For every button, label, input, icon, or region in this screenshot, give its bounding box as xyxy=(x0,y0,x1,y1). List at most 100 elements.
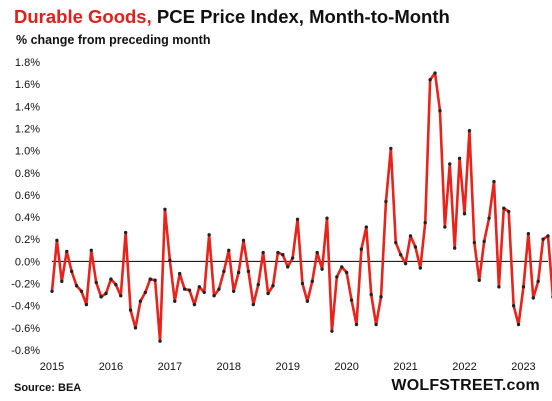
y-tick-label: 0.0% xyxy=(15,256,40,268)
data-point xyxy=(374,322,378,327)
data-point xyxy=(546,234,550,238)
data-point xyxy=(541,237,545,241)
data-point xyxy=(492,179,496,184)
data-point xyxy=(251,302,256,307)
data-point xyxy=(182,287,187,291)
data-point xyxy=(94,280,98,285)
data-point xyxy=(325,216,329,220)
data-point xyxy=(398,253,403,257)
data-point xyxy=(457,156,462,161)
data-point xyxy=(467,128,472,133)
x-tick-label: 2019 xyxy=(275,361,299,373)
data-point xyxy=(286,265,290,269)
data-point xyxy=(163,207,167,212)
data-point xyxy=(109,277,113,281)
data-point xyxy=(177,271,182,276)
series-line xyxy=(50,71,552,343)
data-point xyxy=(217,287,221,291)
data-point xyxy=(428,78,432,82)
chart-subtitle: % change from preceding month xyxy=(16,33,211,47)
x-tick-label: 2016 xyxy=(99,361,123,373)
data-point xyxy=(359,247,364,251)
data-point xyxy=(212,294,216,298)
data-point xyxy=(330,329,334,333)
y-tick-label: 0.2% xyxy=(15,234,40,246)
data-point xyxy=(246,269,251,274)
data-point xyxy=(511,303,516,308)
data-point xyxy=(173,299,177,303)
data-point xyxy=(236,270,241,275)
data-point xyxy=(266,291,270,296)
data-point xyxy=(50,289,54,293)
y-tick-label: -0.6% xyxy=(11,323,40,335)
data-point xyxy=(354,322,359,327)
data-point xyxy=(521,285,526,289)
data-point xyxy=(384,199,388,204)
x-tick-label: 2021 xyxy=(393,361,417,373)
data-point xyxy=(364,225,368,229)
y-tick-label: 1.4% xyxy=(15,101,40,113)
data-point xyxy=(349,298,354,302)
data-point xyxy=(344,270,349,275)
x-tick-label: 2015 xyxy=(40,361,64,373)
data-point xyxy=(197,285,202,289)
data-point xyxy=(394,240,398,245)
y-tick-label: 1.6% xyxy=(15,79,40,91)
series-markers xyxy=(50,71,552,343)
data-point xyxy=(315,250,319,255)
data-point xyxy=(295,217,300,221)
data-point xyxy=(408,234,413,238)
data-point xyxy=(84,302,89,307)
data-point xyxy=(256,282,260,287)
data-point xyxy=(241,238,246,243)
data-point xyxy=(143,290,148,295)
x-tick-label: 2022 xyxy=(452,361,476,373)
data-point xyxy=(418,266,423,270)
data-point xyxy=(79,289,84,293)
data-point xyxy=(227,248,231,253)
y-tick-label: -0.4% xyxy=(11,301,40,313)
data-point xyxy=(261,250,265,255)
x-tick-label: 2018 xyxy=(217,361,241,373)
chart-title: Durable Goods, PCE Price Index, Month-to… xyxy=(14,6,450,28)
data-point xyxy=(340,265,344,269)
data-point xyxy=(413,245,418,249)
y-tick-label: -0.8% xyxy=(11,345,40,357)
data-point xyxy=(168,258,172,262)
data-point xyxy=(114,282,118,287)
y-tick-label: 0.4% xyxy=(15,212,40,224)
data-point xyxy=(452,246,457,250)
data-point xyxy=(320,267,324,271)
data-point xyxy=(310,279,314,284)
data-point xyxy=(123,230,128,235)
data-point xyxy=(232,289,236,293)
x-tick-label: 2020 xyxy=(334,361,358,373)
data-point xyxy=(153,278,157,282)
y-tick-label: 1.8% xyxy=(15,57,40,69)
data-point xyxy=(482,239,486,244)
data-point xyxy=(300,281,305,286)
data-point xyxy=(379,295,383,299)
data-point xyxy=(74,284,79,288)
data-point xyxy=(148,277,152,281)
data-point xyxy=(526,231,531,236)
data-point xyxy=(202,290,206,295)
data-point xyxy=(369,292,373,297)
data-point xyxy=(536,279,540,284)
x-tick-label: 2017 xyxy=(158,361,182,373)
data-point xyxy=(423,220,427,225)
y-tick-label: 0.8% xyxy=(15,168,40,180)
data-point xyxy=(462,212,467,216)
data-point xyxy=(276,250,280,255)
y-tick-label: 1.0% xyxy=(15,146,40,158)
data-point xyxy=(138,299,143,303)
data-point xyxy=(222,269,226,274)
data-point xyxy=(335,275,339,279)
data-point xyxy=(271,284,275,288)
data-point xyxy=(119,294,123,298)
data-point xyxy=(443,225,447,229)
data-point xyxy=(60,279,64,284)
data-point xyxy=(403,261,408,266)
x-axis-ticks: 2015 2016 2017 2018 2019 2020 2021 2022 2023 xyxy=(40,361,536,373)
